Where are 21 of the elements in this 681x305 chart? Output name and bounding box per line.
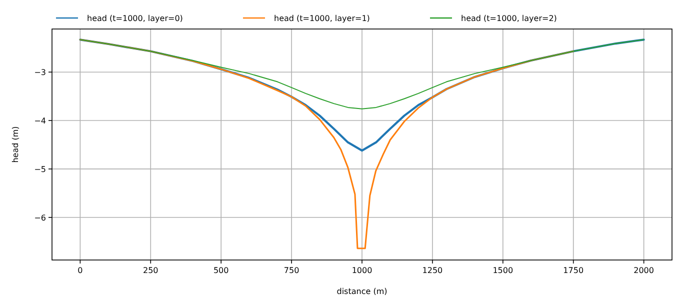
- line-series: [79, 38, 645, 152]
- x-tick-label: 1500: [492, 266, 514, 275]
- y-tick-label: −6: [34, 213, 46, 222]
- legend-label: head (t=1000, layer=1): [274, 14, 370, 23]
- x-tick-label: 0: [78, 266, 83, 275]
- x-tick-label: 250: [142, 266, 158, 275]
- y-tick-label: −5: [34, 164, 46, 174]
- legend-label: head (t=1000, layer=2): [461, 14, 557, 23]
- x-tick-label: 1750: [563, 266, 584, 275]
- legend-label: head (t=1000, layer=0): [87, 14, 183, 23]
- x-tick-label: 1250: [422, 266, 443, 275]
- y-tick-label: −3: [34, 68, 46, 78]
- x-tick-label: 750: [284, 266, 300, 275]
- line-series: [80, 39, 644, 110]
- y-axis-title: head (m): [11, 126, 20, 163]
- x-axis-title: distance (m): [336, 287, 388, 296]
- x-tick-label: 500: [213, 266, 229, 275]
- x-tick-label: 2000: [634, 266, 654, 275]
- x-tick-label: 1000: [352, 266, 372, 275]
- y-tick-label: −4: [34, 116, 46, 126]
- line-series: [79, 38, 574, 250]
